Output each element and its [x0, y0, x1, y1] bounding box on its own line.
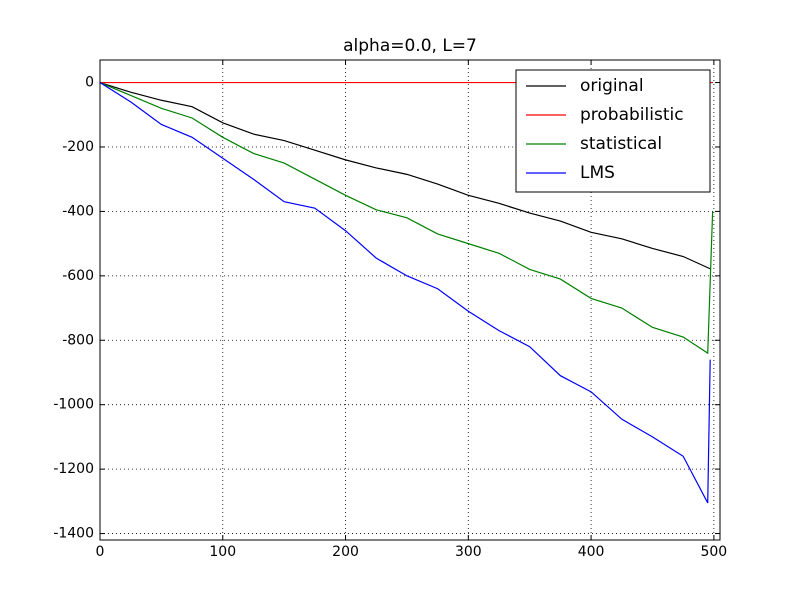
legend-label: original [580, 76, 644, 96]
legend-box [515, 69, 711, 193]
y-tick-label: -200 [62, 139, 94, 155]
y-tick-label: -400 [62, 203, 94, 219]
plot-frame [99, 59, 721, 541]
x-tick-label: 200 [332, 544, 359, 560]
x-tick-label: 300 [455, 544, 482, 560]
y-tick-label: -1200 [53, 461, 94, 477]
y-tick-label: -1400 [53, 526, 94, 542]
legend-label: statistical [580, 134, 662, 154]
line [100, 81, 714, 355]
y-tick-label: -800 [62, 332, 94, 348]
y-tick-label: -600 [62, 268, 94, 284]
x-tick-label: 500 [700, 544, 727, 560]
chart-title: alpha=0.0, L=7 [343, 36, 477, 56]
x-tick-label: 400 [578, 544, 605, 560]
x-tick-label: 0 [96, 544, 105, 560]
legend-label: LMS [580, 163, 615, 183]
legend-label: probabilistic [580, 105, 684, 125]
y-tick-label: 0 [85, 75, 94, 91]
line [100, 81, 711, 270]
line [100, 82, 711, 504]
x-tick-label: 100 [209, 544, 236, 560]
y-tick-label: -1000 [53, 397, 94, 413]
